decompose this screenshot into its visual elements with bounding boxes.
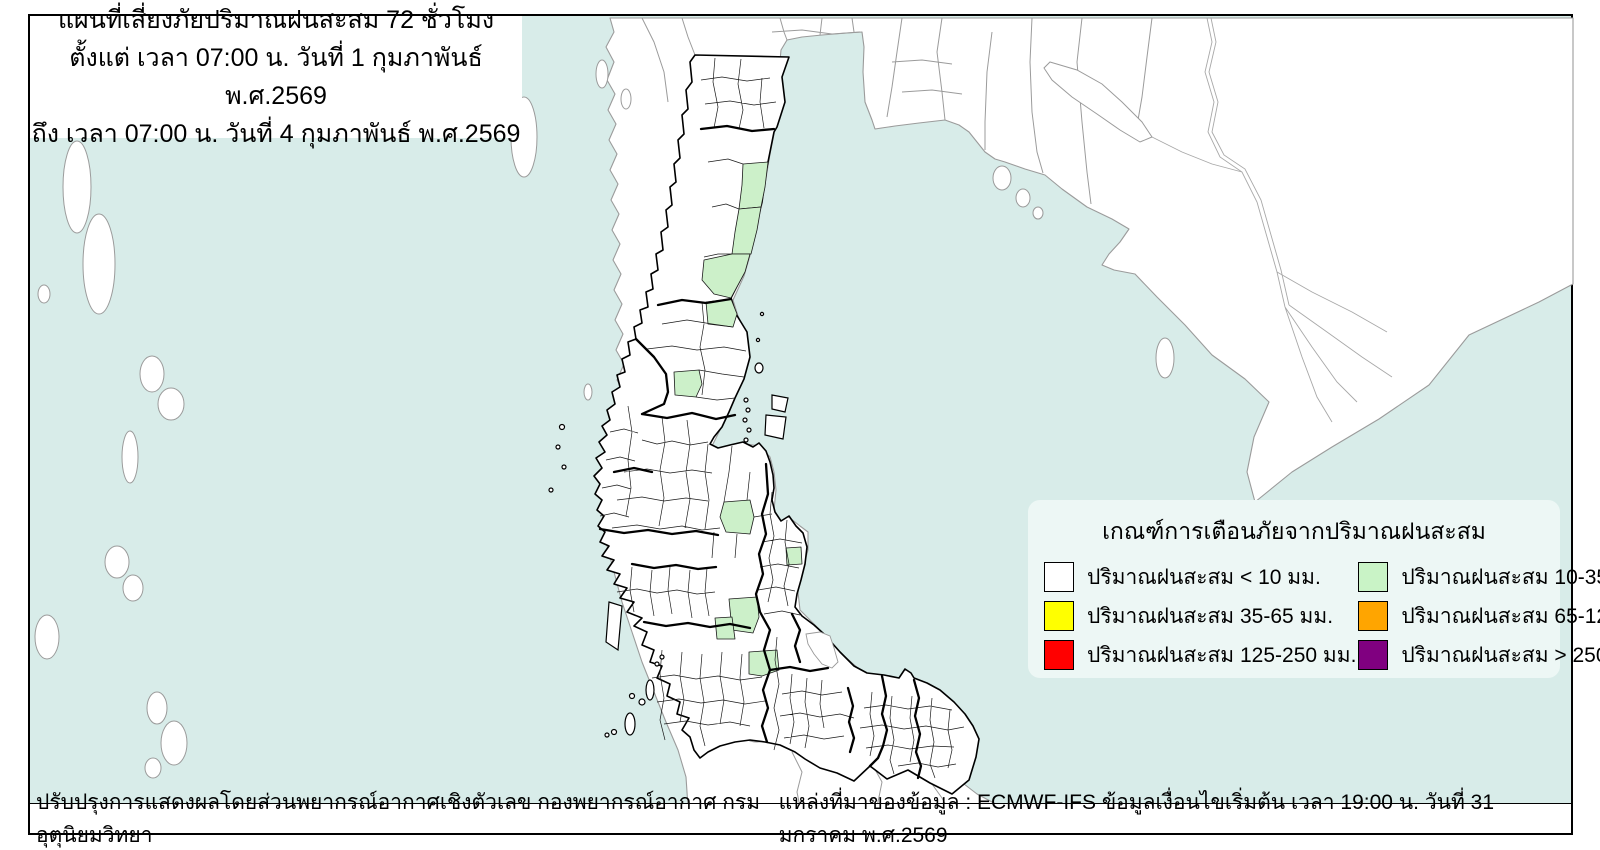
mekong-river (1151, 17, 1393, 423)
legend-title: เกณฑ์การเตือนภัยจากปริมาณฝนสะสม (1102, 518, 1486, 544)
map-title: แผนที่เสี่ยงภัยปริมาณฝนสะสม 72 ชั่วโมง ต… (30, 6, 522, 148)
map-title-line1: แผนที่เสี่ยงภัยปริมาณฝนสะสม 72 ชั่วโมง (57, 6, 495, 34)
footer: ปรับปรุงการแสดงผลโดยส่วนพยากรณ์อากาศเชิง… (30, 791, 1571, 847)
thai-islands (548, 311, 789, 738)
district-boundaries (599, 57, 965, 779)
footer-credit: ปรับปรุงการแสดงผลโดยส่วนพยากรณ์อากาศเชิง… (36, 790, 761, 847)
legend: เกณฑ์การเตือนภัยจากปริมาณฝนสะสม ปริมาณฝน… (1028, 500, 1600, 678)
highlighted-district (719, 499, 755, 535)
legend-swatch-orange (1358, 601, 1389, 631)
highlighted-district (714, 616, 736, 640)
legend-label: ปริมาณฝนสะสม > 250 มม. (1401, 643, 1600, 667)
legend-label: ปริมาณฝนสะสม 35-65 มม. (1087, 604, 1334, 628)
legend-item: ปริมาณฝนสะสม 35-65 มม. (1042, 597, 1356, 635)
legend-swatch-red (1044, 640, 1074, 670)
highlighted-district (738, 161, 769, 210)
highlighted-district (785, 546, 803, 566)
footer-datasource: แหล่งที่มาของข้อมูล : ECMWF-IFS ข้อมูลเง… (778, 790, 1494, 847)
map-title-line3: ถึง เวลา 07:00 น. วันที่ 4 กุมภาพันธ์ พ.… (31, 120, 521, 148)
legend-swatch-green (1358, 562, 1389, 592)
map-canvas (34, 17, 1574, 808)
legend-item: ปริมาณฝนสะสม 125-250 มม. (1042, 636, 1356, 674)
foreign-islands (34, 59, 1175, 779)
highlighted-district (701, 253, 751, 299)
foreign-borders (641, 17, 1153, 808)
legend-swatch-white (1044, 562, 1074, 592)
legend-item: ปริมาณฝนสะสม 10-35 มม. (1356, 558, 1600, 596)
legend-item: ปริมาณฝนสะสม > 250 มม. (1356, 636, 1600, 674)
map-frame (28, 14, 1574, 835)
legend-label: ปริมาณฝนสะสม 125-250 มม. (1087, 643, 1357, 667)
legend-swatch-yellow (1044, 601, 1074, 631)
highlighted-district (673, 369, 703, 398)
legend-swatch-purple (1358, 640, 1389, 670)
legend-item: ปริมาณฝนสะสม 65-125 มม. (1356, 597, 1600, 635)
highlighted-district (731, 206, 762, 255)
thailand-peninsula (593, 54, 980, 795)
legend-label: ปริมาณฝนสะสม 10-35 มม. (1401, 565, 1600, 589)
songkhla-lagoon (805, 631, 839, 669)
province-boundaries (598, 124, 923, 780)
legend-item: ปริมาณฝนสะสม < 10 มม. (1042, 558, 1356, 596)
highlighted-districts (673, 161, 803, 677)
legend-label: ปริมาณฝนสะสม 65-125 มม. (1401, 604, 1600, 628)
legend-grid: ปริมาณฝนสะสม < 10 มม. ปริมาณฝนสะสม 10-35… (1028, 558, 1600, 674)
tonle-sap-lake (1043, 61, 1153, 143)
map-title-line2: ตั้งแต่ เวลา 07:00 น. วันที่ 1 กุมภาพันธ… (69, 44, 483, 110)
legend-label: ปริมาณฝนสะสม < 10 มม. (1087, 565, 1321, 589)
